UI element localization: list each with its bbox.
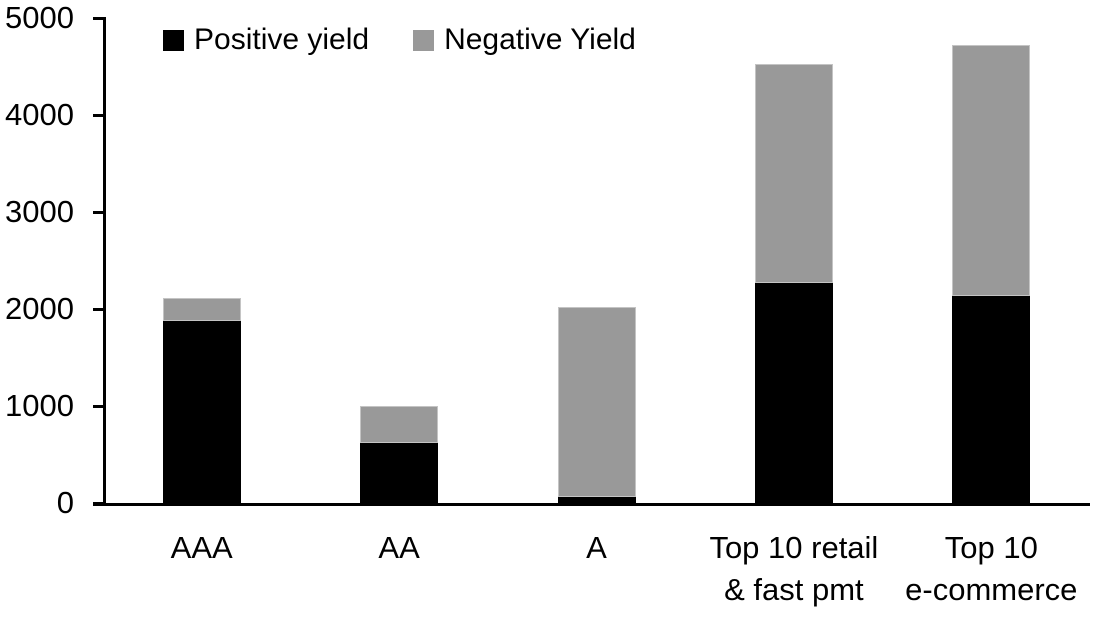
y-tick-label: 5000: [5, 0, 74, 35]
x-category-label-line: AA: [378, 530, 420, 565]
y-tick-label: 3000: [5, 194, 74, 229]
x-category-label: A: [482, 527, 712, 569]
y-tick-label: 1000: [5, 388, 74, 423]
y-tick-mark: [93, 114, 103, 117]
bar-segment: [557, 307, 636, 498]
y-tick-mark: [93, 308, 103, 311]
bar-segment: [557, 497, 636, 503]
x-category-label: AA: [284, 527, 514, 569]
bar-segment: [162, 320, 241, 503]
x-category-label-line: AAA: [170, 530, 233, 565]
x-category-label-line: Top 10 retail: [709, 530, 879, 565]
x-category-label-line: A: [586, 530, 607, 565]
x-category-label: Top 10 e-commerce: [876, 527, 1102, 611]
y-tick-mark: [93, 405, 103, 408]
y-tick-label: 2000: [5, 291, 74, 326]
y-axis-line: [103, 17, 106, 506]
legend-label: Negative Yield: [444, 23, 636, 56]
y-tick-label: 0: [56, 485, 74, 520]
bar-segment: [754, 64, 833, 284]
bar-segment: [360, 442, 439, 503]
x-category-label: AAA: [87, 527, 317, 569]
y-tick-label: 4000: [5, 97, 74, 132]
x-axis-line: [93, 503, 1090, 506]
x-category-label: Top 10 retail & fast pmt: [679, 527, 909, 611]
y-tick-mark: [93, 17, 103, 20]
chart-legend: Positive yield Negative Yield: [163, 24, 636, 56]
legend-swatch-icon: [413, 29, 435, 51]
bar-segment: [952, 45, 1031, 296]
legend-swatch-icon: [163, 29, 184, 51]
legend-label: Positive yield: [194, 23, 370, 56]
bar-segment: [754, 283, 833, 503]
bar-segment: [360, 406, 439, 443]
x-category-label-line: Top 10: [944, 530, 1038, 565]
bar-segment: [162, 298, 241, 321]
legend-item: Negative Yield: [413, 24, 636, 56]
x-category-label-line: e-commerce: [905, 572, 1078, 607]
bar-segment: [952, 295, 1031, 503]
x-category-label-line: & fast pmt: [724, 572, 864, 607]
y-tick-mark: [93, 211, 103, 214]
legend-item: Positive yield: [163, 24, 369, 56]
